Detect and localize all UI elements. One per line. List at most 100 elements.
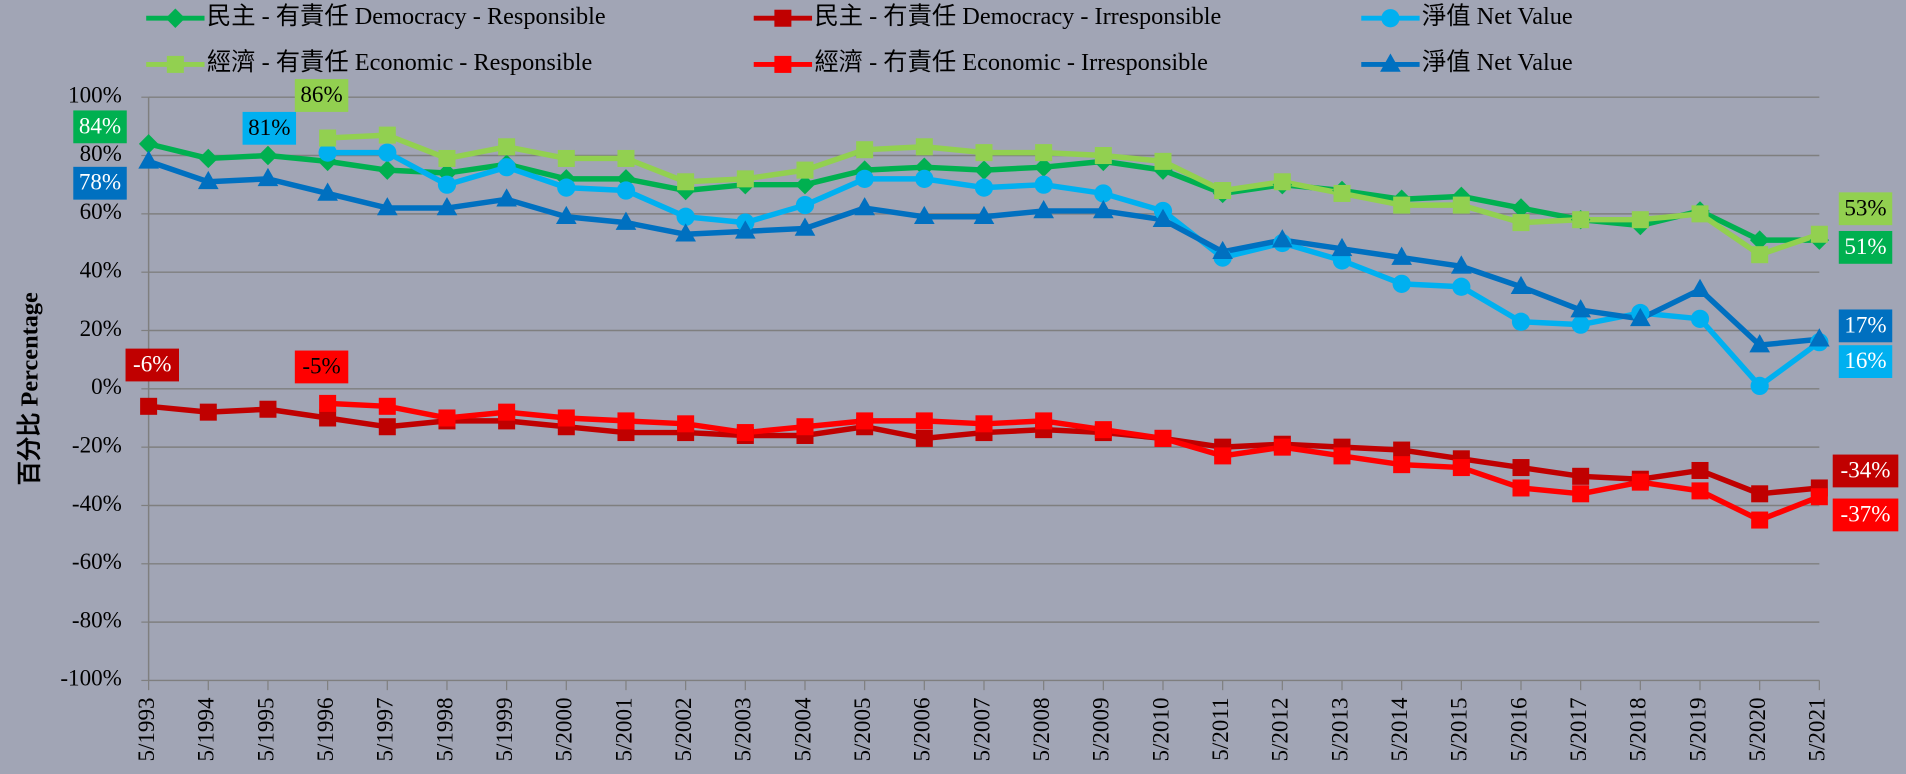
marker [1512,459,1530,477]
x-tick-label: 5/2017 [1565,697,1591,761]
y-tick-label: -60% [72,548,122,574]
x-tick-label: 5/2006 [909,697,935,761]
marker [498,403,516,421]
marker [378,126,396,144]
x-tick-label: 5/2011 [1207,697,1233,760]
marker [1214,182,1232,200]
marker [377,160,398,180]
marker [319,409,337,427]
data-label-box [1832,454,1899,488]
marker [616,181,636,200]
data-label: 86% [300,81,342,107]
marker [975,144,993,162]
marker [1690,309,1710,328]
data-label-box [125,348,179,382]
marker [496,188,517,207]
data-label-box [242,111,297,145]
marker [1331,237,1353,257]
x-tick-label: 5/2013 [1326,697,1352,761]
marker [796,161,814,179]
series-line [327,132,1821,258]
data-label-box [73,110,127,144]
y-tick-label: 20% [80,315,122,341]
marker [974,178,994,197]
x-tick-label: 5/1998 [431,697,457,761]
marker [677,173,695,191]
x-tick-label: 5/2016 [1505,697,1531,761]
marker [438,409,456,427]
marker [378,143,397,162]
marker [915,412,933,430]
data-label-box [1838,230,1893,264]
marker [974,160,994,180]
data-label: 53% [1844,194,1886,220]
x-tick-label: 5/2004 [789,697,815,762]
data-label-box [1838,192,1893,226]
marker [166,55,184,73]
legend-label: 淨值 Net Value [1422,49,1573,76]
marker [736,170,754,188]
marker [1273,438,1291,456]
marker [796,418,814,436]
x-tick-label: 5/2007 [968,697,994,761]
x-tick-label: 5/2015 [1446,697,1472,761]
data-label: 84% [79,112,121,138]
marker [1451,255,1472,274]
legend-item: 經濟 - 有責任 Economic - Responsible [146,49,592,76]
x-tick-label: 5/2008 [1028,697,1054,761]
marker [856,141,874,159]
marker [557,409,575,427]
marker [1393,196,1411,214]
marker [1214,447,1232,465]
marker [1391,246,1412,265]
x-tick-label: 5/1994 [193,697,219,762]
data-label: -34% [1841,456,1891,482]
data-label: 51% [1844,233,1886,259]
marker [318,143,337,162]
marker [1691,205,1709,223]
marker [774,9,792,27]
data-label: 81% [248,114,290,140]
data-label-box [73,166,127,200]
marker [1033,200,1054,219]
marker [198,148,219,169]
y-tick-label: 100% [68,82,122,108]
x-tick-label: 5/1995 [252,697,278,761]
y-tick-label: -100% [60,665,122,691]
marker [1810,225,1828,243]
marker [676,207,695,226]
marker [197,170,219,190]
marker [1571,315,1590,334]
marker [1749,334,1771,353]
data-label: -6% [133,351,171,377]
data-label-box [294,350,349,384]
data-label: 16% [1844,347,1886,373]
x-tick-label: 5/2003 [730,697,756,761]
marker [1152,208,1174,227]
marker [1631,473,1649,491]
marker [497,158,516,177]
marker [615,211,637,230]
marker [736,424,754,442]
marker [378,418,396,436]
marker [319,129,337,147]
marker [1572,211,1590,229]
marker [1154,429,1172,447]
x-tick-label: 5/2012 [1267,697,1293,761]
marker [1393,441,1411,459]
marker [795,195,815,215]
marker [1810,488,1828,506]
marker [1689,278,1711,297]
x-tick-label: 5/2001 [610,697,636,761]
marker [438,149,456,167]
y-tick-label: 40% [80,256,122,282]
data-label: 17% [1844,311,1886,337]
marker [1630,307,1651,327]
marker [317,182,338,201]
marker [1572,485,1590,503]
marker [1751,511,1769,529]
marker [436,197,458,216]
x-tick-label: 5/2014 [1386,697,1412,762]
y-tick-label: 80% [80,140,122,166]
